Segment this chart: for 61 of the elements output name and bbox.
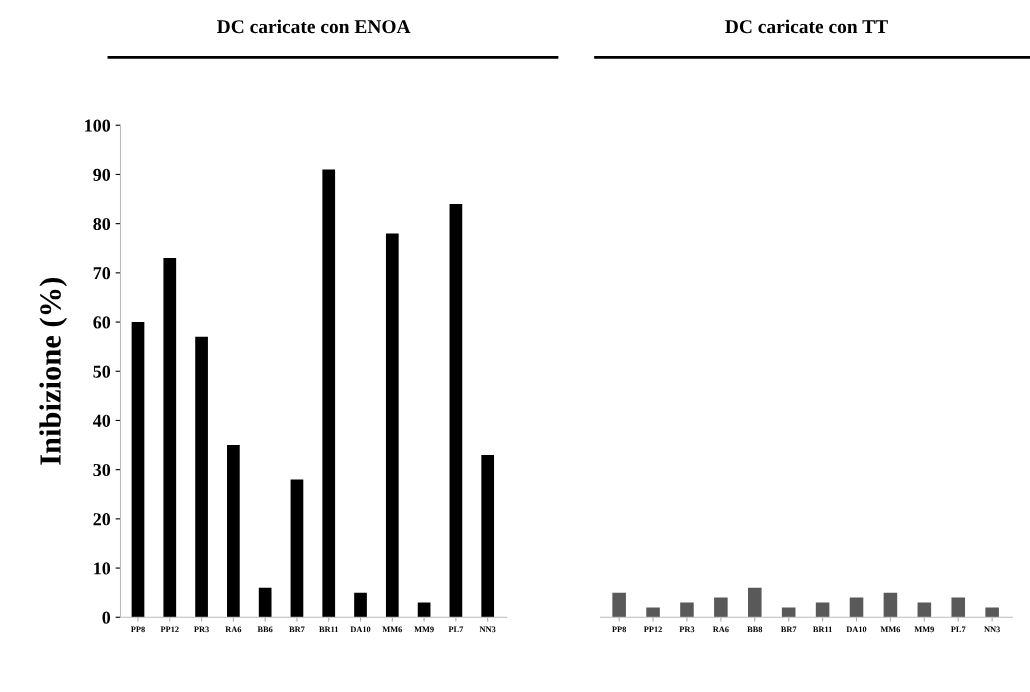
y-tick-label: 60 [93,316,111,329]
x-tick-label: MM9 [914,626,934,633]
x-tick-label: BR7 [780,626,797,633]
y-axis-title: Inibizione (%) [39,277,68,465]
chart-title: DC caricate con ENOA [217,19,411,34]
bar [985,607,999,618]
x-tick-label: NN3 [984,626,1000,633]
x-tick-label: PP12 [160,626,179,633]
y-tick-label: 30 [93,463,111,477]
y-tick-label: 70 [93,267,111,280]
bar [883,592,898,618]
bar [748,587,762,618]
bar [781,607,796,618]
x-tick-label: RA6 [712,626,729,633]
x-tick-label: DA10 [846,626,867,633]
y-tick-label: 50 [93,365,111,378]
y-tick-label: 90 [93,168,111,181]
bar [481,454,495,618]
x-tick-label: RA6 [225,626,242,633]
bar [258,587,272,618]
bar [195,336,208,618]
x-tick-label: NN3 [479,626,496,633]
bar [917,602,932,618]
bar [714,597,728,618]
bar [385,233,399,618]
x-tick-label: PP8 [130,626,145,633]
bar [449,203,463,618]
x-tick-label: BB6 [257,626,273,633]
bar [354,592,367,618]
x-tick-label: MM6 [382,626,403,633]
x-tick-label: BR7 [289,626,305,633]
y-tick-label: 20 [93,513,111,526]
bar [849,597,864,618]
x-tick-label: BB8 [747,626,763,633]
bar [290,479,304,618]
y-tick-label: 100 [85,119,111,132]
x-tick-label: PR3 [194,626,209,633]
bar [646,607,660,618]
x-tick-label: PL7 [448,626,464,633]
y-tick-label: 10 [94,562,111,575]
x-tick-label: MM6 [880,626,901,633]
x-tick-label: BR11 [319,626,339,633]
x-tick-label: DA10 [350,626,371,633]
bar [612,592,626,618]
x-tick-label: BR11 [813,626,832,633]
y-tick-label: 80 [93,217,111,231]
bar [163,258,177,618]
bar [951,597,966,618]
bar [131,322,145,618]
bar [815,602,830,618]
chart-title: DC caricate con TT [725,19,888,34]
bar [680,602,694,618]
x-tick-label: MM9 [414,626,434,633]
x-tick-label: PP12 [643,626,662,633]
bar [227,445,240,618]
y-tick-label: 0 [102,611,111,624]
y-tick-label: 40 [92,414,111,427]
bar [322,169,336,618]
x-tick-label: PL7 [950,626,966,633]
x-tick-label: PR3 [679,626,695,633]
x-tick-label: PP8 [612,626,627,633]
